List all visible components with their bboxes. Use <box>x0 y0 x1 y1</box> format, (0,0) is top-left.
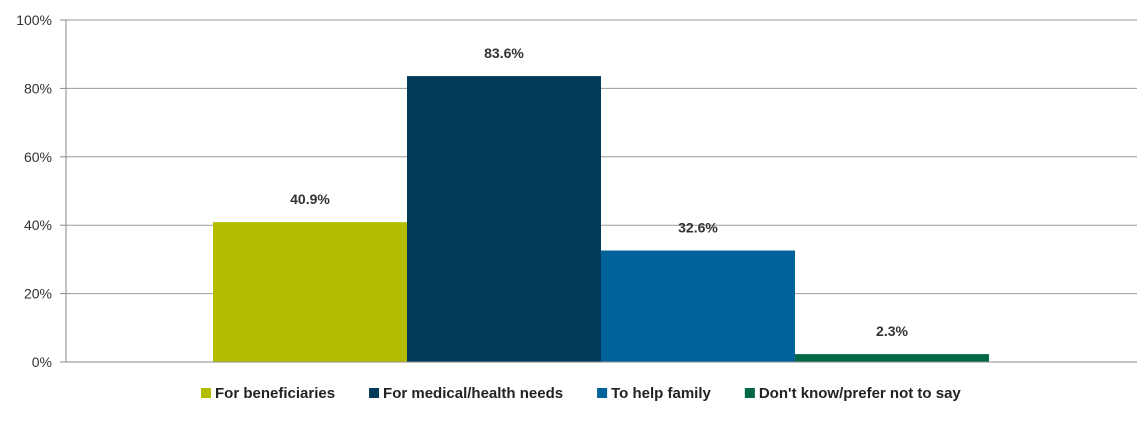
data-labels: 40.9% 83.6% 32.6% 2.3% <box>290 45 908 339</box>
legend: For beneficiaries For medical/health need… <box>201 385 961 402</box>
legend-item-3: To help family <box>597 385 712 402</box>
bar-4 <box>795 354 989 362</box>
y-tick-label: 40% <box>24 217 52 233</box>
legend-item-1: For beneficiaries <box>201 385 335 402</box>
legend-label: Don't know/prefer not to say <box>759 385 962 402</box>
legend-swatch <box>369 388 380 398</box>
bar-1 <box>213 222 407 362</box>
data-label-4: 2.3% <box>876 323 908 339</box>
legend-label: For medical/health needs <box>383 385 563 402</box>
bar-3 <box>601 250 795 362</box>
y-axis-tick-labels: 0% 20% 40% 60% 80% 100% <box>16 12 52 370</box>
y-tick-label: 80% <box>24 80 52 96</box>
y-tick-label: 20% <box>24 286 52 302</box>
legend-item-2: For medical/health needs <box>369 385 563 402</box>
legend-swatch <box>201 388 211 398</box>
legend-item-4: Don't know/prefer not to say <box>744 385 962 402</box>
y-tick-label: 0% <box>32 354 52 370</box>
y-tick-label: 100% <box>16 12 52 28</box>
legend-swatch <box>597 388 608 398</box>
data-label-2: 83.6% <box>484 45 524 61</box>
legend-swatch <box>744 388 755 398</box>
legend-label: To help family <box>611 385 711 402</box>
y-tick-label: 60% <box>24 149 52 165</box>
bars <box>213 76 989 362</box>
axes <box>60 19 1137 363</box>
legend-label: For beneficiaries <box>215 385 335 402</box>
data-label-3: 32.6% <box>678 220 718 236</box>
data-label-1: 40.9% <box>290 191 330 207</box>
bar-2 <box>407 76 601 362</box>
